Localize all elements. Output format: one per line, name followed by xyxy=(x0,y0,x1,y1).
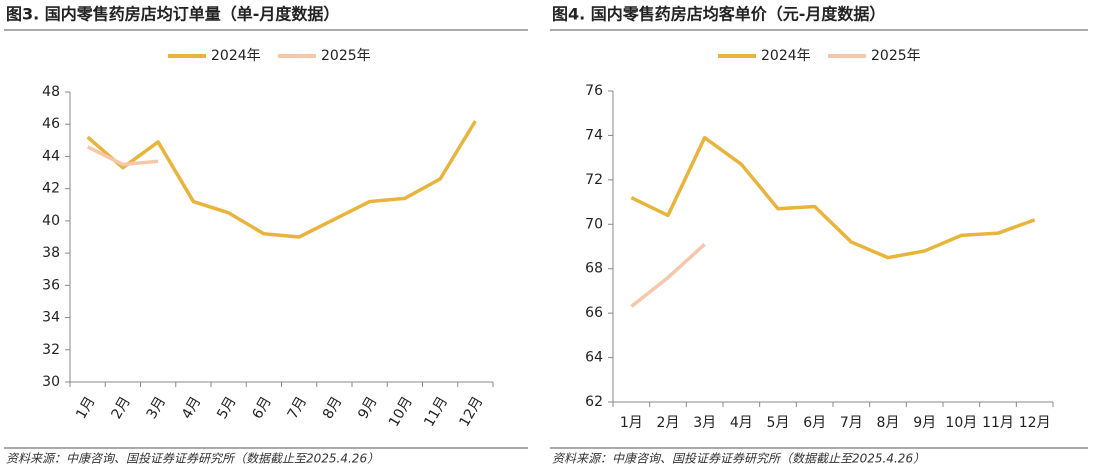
x-tick-label: 12月 xyxy=(1019,415,1051,431)
chart-title: 图3. 国内零售药房店均订单量（单-月度数据） xyxy=(6,5,339,24)
x-tick-label: 9月 xyxy=(355,394,380,422)
series-line xyxy=(630,242,706,308)
series-line xyxy=(86,145,159,167)
x-tick-label: 11月 xyxy=(982,415,1014,431)
x-tick-label: 7月 xyxy=(840,415,863,431)
y-tick-label: 36 xyxy=(42,277,60,293)
x-tick-label: 10月 xyxy=(945,415,977,431)
y-tick-label: 66 xyxy=(585,305,603,321)
y-tick-label: 70 xyxy=(585,216,603,232)
y-tick-label: 44 xyxy=(42,148,60,164)
legend-label: 2025年 xyxy=(871,48,921,64)
x-tick-label: 3月 xyxy=(144,394,169,422)
x-tick-label: 4月 xyxy=(730,415,753,431)
x-tick-label: 2月 xyxy=(657,415,680,431)
x-tick-label: 12月 xyxy=(457,394,487,430)
y-tick-label: 72 xyxy=(585,172,603,188)
y-tick-label: 38 xyxy=(42,245,60,261)
y-tick-label: 64 xyxy=(585,350,603,366)
x-tick-label: 11月 xyxy=(421,394,451,430)
x-tick-label: 10月 xyxy=(386,394,416,430)
y-tick-label: 46 xyxy=(42,116,60,132)
y-tick-label: 62 xyxy=(585,394,603,410)
legend-label: 2024年 xyxy=(761,48,811,64)
y-tick-label: 74 xyxy=(585,127,603,143)
legend-label: 2025年 xyxy=(321,48,371,64)
x-tick-label: 2月 xyxy=(108,394,133,422)
y-tick-label: 34 xyxy=(42,310,60,326)
series-line xyxy=(86,120,477,239)
x-tick-label: 1月 xyxy=(73,394,98,422)
legend-label: 2024年 xyxy=(211,48,261,64)
x-tick-label: 9月 xyxy=(913,415,936,431)
y-tick-label: 42 xyxy=(42,181,60,197)
x-tick-label: 4月 xyxy=(179,394,204,422)
x-tick-label: 6月 xyxy=(249,394,274,422)
chart-title: 图4. 国内零售药房店均客单价（元-月度数据） xyxy=(552,5,885,24)
y-tick-label: 40 xyxy=(42,213,60,229)
x-tick-label: 8月 xyxy=(320,394,345,422)
x-tick-label: 8月 xyxy=(877,415,900,431)
x-tick-label: 7月 xyxy=(285,394,310,422)
x-tick-label: 5月 xyxy=(214,394,239,422)
x-tick-label: 6月 xyxy=(803,415,826,431)
source: 资料来源：中康咨询、国投证券证券研究所（数据截止至2025.4.26） xyxy=(552,452,925,466)
y-tick-label: 32 xyxy=(42,342,60,358)
y-tick-label: 76 xyxy=(585,83,603,99)
x-tick-label: 3月 xyxy=(693,415,716,431)
x-tick-label: 5月 xyxy=(767,415,790,431)
x-tick-label: 1月 xyxy=(620,415,643,431)
series-line xyxy=(630,135,1036,260)
y-tick-label: 48 xyxy=(42,84,60,100)
y-tick-label: 30 xyxy=(42,374,60,390)
source: 资料来源：中康咨询、国投证券证券研究所（数据截止至2025.4.26） xyxy=(6,452,379,466)
y-tick-label: 68 xyxy=(585,261,603,277)
